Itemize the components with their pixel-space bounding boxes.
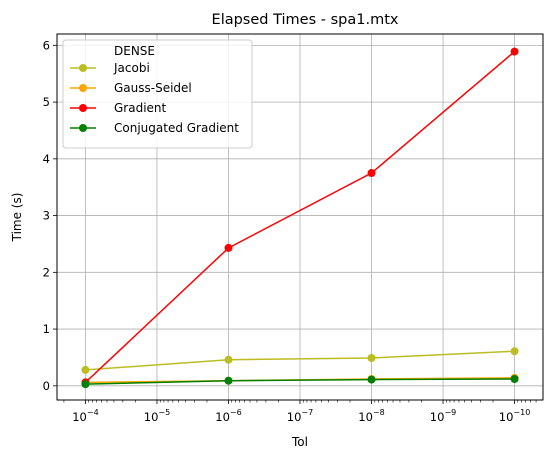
data-point-conjugated-gradient xyxy=(224,376,233,385)
data-point-jacobi xyxy=(367,354,376,363)
x-tick-label: 10−6 xyxy=(215,408,241,424)
x-tick-label: 10−5 xyxy=(144,408,170,424)
legend-title: DENSE xyxy=(114,44,155,58)
y-axis-ticks: 0 1 2 3 4 5 6 xyxy=(43,38,57,393)
x-axis-ticks: 10−4 10−5 10−6 10−7 10−8 10−9 10−10 xyxy=(63,400,537,424)
series-line-conjugated-gradient xyxy=(85,378,515,385)
x-axis-label: Tol xyxy=(291,435,308,449)
series-layer xyxy=(81,47,519,389)
chart-title: Elapsed Times - spa1.mtx xyxy=(212,12,399,28)
data-point-gradient xyxy=(367,169,376,178)
legend-box xyxy=(62,39,253,149)
legend-label-conjugated-gradient: Conjugated Gradient xyxy=(114,121,239,135)
data-point-gradient xyxy=(510,47,519,56)
legend-label-gradient: Gradient xyxy=(114,101,167,115)
data-point-conjugated-gradient xyxy=(81,380,90,389)
legend-marker-gauss-seidel xyxy=(79,84,87,92)
x-tick-label: 10−10 xyxy=(499,408,531,424)
series-line-gradient xyxy=(84,51,516,383)
x-tick-label: 10−7 xyxy=(287,408,313,424)
y-tick-label: 0 xyxy=(43,379,50,393)
y-tick-label: 1 xyxy=(43,322,50,336)
x-tick-label: 10−8 xyxy=(358,408,384,424)
y-tick-label: 6 xyxy=(43,38,50,52)
y-axis-label: Time (s) xyxy=(10,193,24,243)
data-point-conjugated-gradient xyxy=(367,375,376,384)
data-point-jacobi xyxy=(224,355,233,364)
legend-label-jacobi: Jacobi xyxy=(113,61,150,75)
y-tick-label: 5 xyxy=(43,95,50,109)
y-tick-label: 4 xyxy=(43,152,50,166)
x-tick-label: 10−4 xyxy=(72,408,98,424)
series-line-jacobi xyxy=(85,350,515,371)
y-tick-label: 3 xyxy=(43,209,50,223)
data-point-gradient xyxy=(224,243,233,252)
legend-marker-gradient xyxy=(79,104,87,112)
x-tick-label: 10−9 xyxy=(430,408,456,424)
legend-label-gauss-seidel: Gauss-Seidel xyxy=(114,81,192,95)
legend: DENSE Jacobi Gauss-Seidel Gradient Conjugat… xyxy=(62,39,253,149)
data-point-jacobi xyxy=(510,347,519,356)
legend-marker-jacobi xyxy=(79,64,87,72)
legend-marker-conjugated-gradient xyxy=(79,124,87,132)
data-point-jacobi xyxy=(81,365,90,374)
y-tick-label: 2 xyxy=(43,265,50,279)
legend-entries: Jacobi Gauss-Seidel Gradient Conjugated Gra… xyxy=(70,61,239,135)
data-point-conjugated-gradient xyxy=(510,375,519,384)
